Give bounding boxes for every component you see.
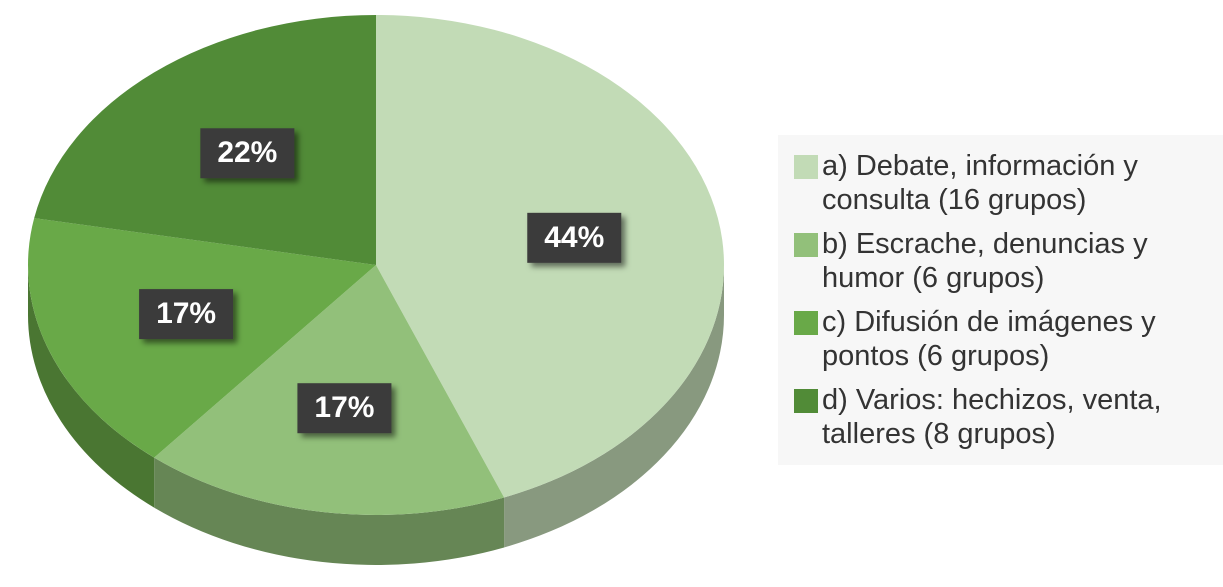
- legend-item: a) Debate, información y consulta (16 gr…: [794, 149, 1223, 217]
- legend-label: b) Escrache, denuncias y humor (6 grupos…: [822, 228, 1148, 294]
- legend-swatch: [794, 311, 818, 335]
- legend-label: d) Varios: hechizos, venta, talleres (8 …: [822, 384, 1162, 450]
- legend-label: a) Debate, información y consulta (16 gr…: [822, 150, 1138, 216]
- legend-item: d) Varios: hechizos, venta, talleres (8 …: [794, 383, 1223, 451]
- value-label-box: [200, 128, 295, 179]
- legend-swatch: [794, 155, 818, 179]
- legend-item: b) Escrache, denuncias y humor (6 grupos…: [794, 227, 1223, 295]
- value-label: 44%: [544, 221, 604, 254]
- slice-side: [504, 265, 724, 548]
- value-label-box: [527, 212, 622, 263]
- legend-label: c) Difusión de imágenes y pontos (6 grup…: [822, 306, 1156, 372]
- chart: 44% 17% 17% 22%: [27, 15, 725, 565]
- value-label-box: [297, 383, 392, 434]
- value-label: 17%: [314, 391, 374, 424]
- legend: a) Debate, información y consulta (16 gr…: [778, 135, 1223, 465]
- legend-swatch: [794, 389, 818, 413]
- slice-side: [28, 265, 155, 508]
- legend-swatch: [794, 233, 818, 257]
- value-label: 22%: [217, 136, 277, 169]
- slice-side: [154, 457, 505, 565]
- value-label: 17%: [156, 297, 216, 330]
- legend-item: c) Difusión de imágenes y pontos (6 grup…: [794, 305, 1223, 373]
- value-label-box: [139, 289, 234, 340]
